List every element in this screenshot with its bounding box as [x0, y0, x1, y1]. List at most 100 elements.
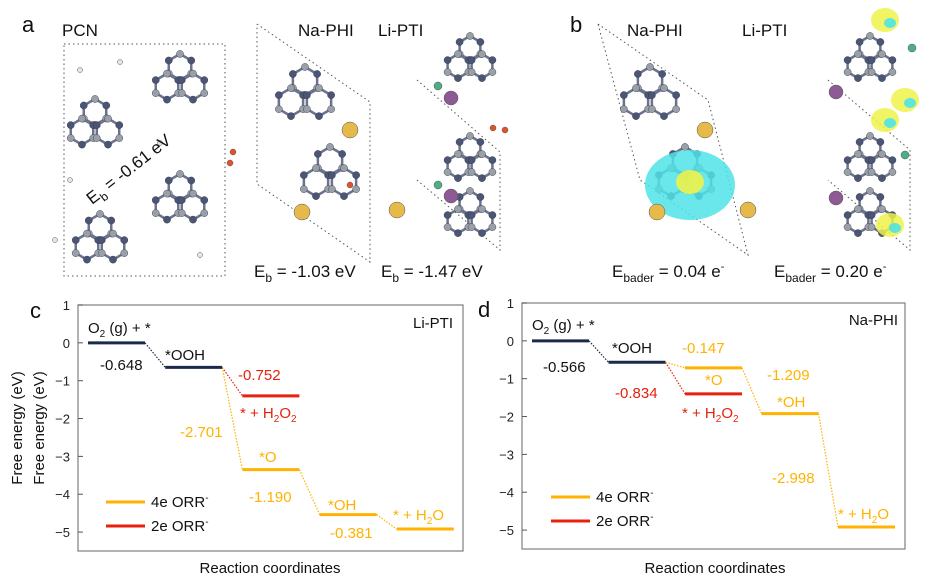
carbon-atom: [315, 84, 323, 92]
nitrogen-atom: [300, 171, 308, 179]
nitrogen-atom: [187, 56, 196, 65]
axes-frame: [77, 304, 464, 552]
nitrogen-atom: [454, 229, 462, 237]
nitrogen-atom: [83, 255, 91, 264]
state-label-post: O: [432, 507, 444, 524]
legend-label: 2e ORR-: [596, 512, 654, 530]
nitrogen-atom: [275, 91, 283, 99]
carbon-atom: [854, 150, 862, 158]
nitrogen-atom: [855, 38, 864, 46]
state-label-pre: *OH: [328, 497, 356, 514]
nitrogen-atom: [102, 101, 111, 110]
state-label-sub: 2: [872, 515, 878, 526]
nitrogen-atom: [115, 121, 124, 129]
carbon-atom: [97, 249, 106, 257]
nitrogen-atom: [109, 255, 117, 264]
nitrogen-atom: [443, 56, 452, 64]
legend-label-post: ORR: [168, 494, 206, 511]
state-label: O2 (g) + *: [88, 320, 151, 340]
carbon-atom: [843, 223, 852, 231]
carbon-atom: [176, 170, 184, 178]
nitrogen-atom: [455, 138, 464, 146]
chlorine-atom: [900, 150, 910, 160]
carbon-atom: [466, 132, 474, 140]
catalyst-label: Li-PTI: [413, 315, 453, 332]
connector-line: [665, 361, 686, 369]
legend-label-sup: -: [205, 517, 208, 528]
nitrogen-atom: [340, 192, 348, 200]
nitrogen-atom: [476, 193, 485, 201]
nitrogen-atom: [888, 156, 897, 164]
y-tick-label: 0: [507, 334, 514, 349]
nitrogen-atom: [164, 56, 173, 65]
carbon-atom: [443, 68, 452, 76]
carbon-atom: [467, 168, 476, 176]
nitrogen-atom: [163, 95, 171, 104]
oxygen-atom: [226, 159, 234, 167]
state-label: * + H2O2: [682, 405, 739, 425]
carbon-atom: [681, 143, 689, 151]
na-phi-cell-boundary-b: [597, 23, 749, 257]
y-tick-label: 1: [63, 298, 70, 313]
nitrogen-atom: [200, 76, 209, 84]
carbon-atom: [878, 150, 886, 158]
nitrogen-atom: [467, 156, 476, 164]
panel-a: a PCN Na-PHI Li-PTI Eb = -0.61 eV Eb = -…: [22, 12, 509, 285]
carbon-atom: [200, 89, 209, 97]
nitrogen-atom: [454, 74, 462, 82]
carbon-atom: [632, 84, 640, 92]
nitrogen-atom: [455, 38, 464, 46]
step-energy-label: -1.209: [767, 367, 810, 384]
legend-label-sup: -: [650, 488, 653, 499]
y-tick-label: −4: [499, 485, 514, 500]
charge-depletion-region: [904, 98, 916, 108]
carbon-atom: [71, 249, 80, 257]
state-label-sub: 2: [100, 329, 106, 340]
nitrogen-atom: [476, 138, 485, 146]
carbon-atom: [867, 68, 876, 76]
nitrogen-atom: [312, 192, 320, 200]
bader-li-pti: Ebader = 0.20 e-: [774, 261, 887, 285]
connector-line: [221, 367, 243, 470]
title-pcn: PCN: [62, 21, 98, 40]
legend-label-post: ORR: [613, 513, 651, 530]
carbon-atom: [176, 50, 184, 58]
hydrogen-atom: [67, 177, 73, 183]
sodium-atom: [739, 201, 757, 219]
sodium-atom: [341, 121, 359, 139]
carbon-atom: [620, 105, 628, 113]
nitrogen-atom: [660, 112, 668, 120]
carbon-atom: [488, 223, 497, 231]
carbon-atom: [326, 143, 334, 151]
state-label-pre: *OOH: [612, 340, 652, 357]
carbon-atom: [672, 105, 680, 113]
legend-label-pre: 2e: [596, 513, 613, 530]
state-label-post: (g) + *: [105, 320, 151, 337]
nitrogen-atom: [467, 56, 476, 64]
connector-line: [741, 367, 763, 414]
nitrogen-atom: [164, 176, 173, 185]
nitrogen-atom: [352, 171, 360, 179]
state-label-pre: * + H: [240, 405, 274, 422]
y-tick-label: −2: [55, 412, 70, 427]
nitrogen-atom: [454, 174, 462, 182]
panel-letter-b: b: [570, 12, 582, 37]
y-tick-label: −2: [499, 410, 514, 425]
carbon-atom: [177, 89, 186, 97]
li-pti-cell-boundary: [416, 79, 501, 252]
state-label: * + H2O: [838, 506, 889, 526]
carbon-atom: [104, 114, 112, 123]
hydrogen-atom: [77, 67, 83, 73]
carbon-atom: [878, 205, 886, 213]
charge-depletion-region: [884, 18, 896, 28]
y-tick-label: −5: [499, 523, 514, 538]
carbon-atom: [443, 168, 452, 176]
hydrogen-atom: [157, 140, 163, 146]
charge-density-structures: [620, 8, 919, 237]
sodium-atom: [648, 203, 666, 221]
state-label: *OOH: [165, 347, 205, 364]
connector-line: [376, 514, 398, 530]
bader-na-phi: Ebader = 0.04 e-: [612, 261, 725, 285]
step-energy-label: -2.701: [180, 424, 223, 441]
nitrogen-atom: [632, 112, 640, 120]
